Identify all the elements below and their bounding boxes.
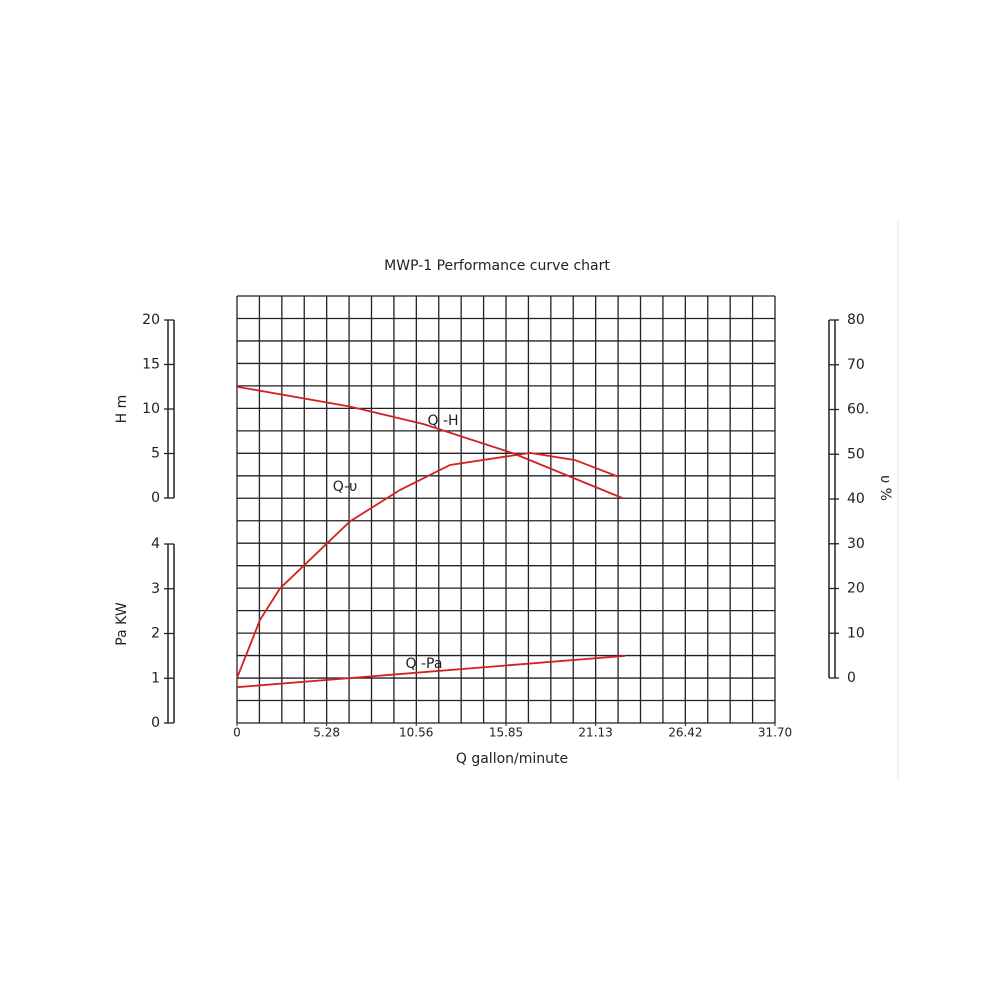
y-tick-label: 60. [847,402,869,418]
y-tick-label: 2 [151,626,160,642]
x-tick-label: 26.42 [668,726,702,740]
series-label: Q -H [427,413,458,429]
x-tick-label: 10.56 [399,726,433,740]
series-line [236,654,626,689]
y-tick-label: 30 [847,536,865,552]
series-line [236,385,623,499]
y-axis-label: H m [114,395,130,424]
y-tick-label: 80 [847,312,865,328]
y-tick-label: 40 [847,491,865,507]
y-tick-label: 70 [847,357,865,373]
series-line [236,451,619,679]
y3-axis-label: υ % [877,475,893,501]
x-axis-label: Q gallon/minute [456,751,568,767]
y-tick-label: 15 [142,357,160,373]
chart-title: MWP-1 Performance curve chart [384,258,610,274]
x-tick-label: 31.70 [758,726,792,740]
x-tick-label: 5.28 [313,726,340,740]
y-tick-label: 10 [847,625,865,641]
series-label: Q-υ [333,479,358,495]
y-tick-label: 0 [151,715,160,731]
y2-axis-label: Pa KW [114,602,130,646]
x-tick-label: 0 [233,726,241,740]
y-tick-label: 4 [151,536,160,552]
y-tick-label: 5 [151,446,160,462]
y-tick-label: 0 [151,490,160,506]
y-tick-label: 10 [142,401,160,417]
y-tick-label: 1 [151,670,160,686]
y-tick-label: 0 [847,670,856,686]
x-tick-label: 15.85 [489,726,523,740]
y-tick-label: 20 [142,312,160,328]
y-tick-label: 20 [847,581,865,597]
y-tick-label: 50 [847,446,865,462]
x-tick-label: 21.13 [578,726,612,740]
y-tick-label: 3 [151,581,160,597]
series-label: Q -Pa [406,656,443,672]
